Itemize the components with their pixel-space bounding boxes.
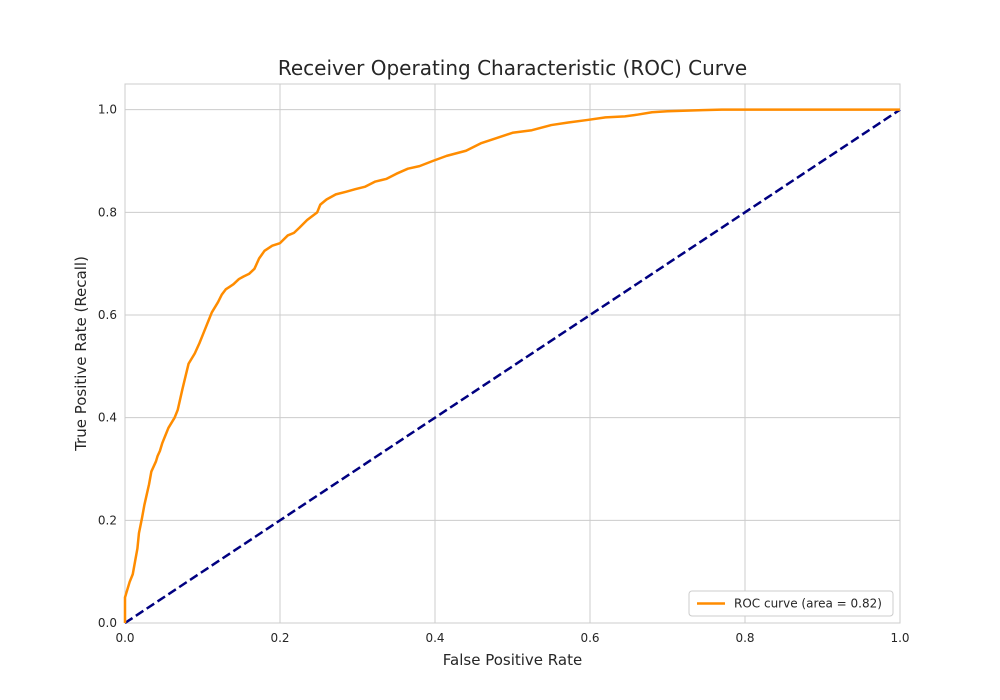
grid (124, 84, 901, 624)
y-tick-label: 0.4 (98, 411, 117, 425)
series-layer (123, 108, 901, 625)
legend: ROC curve (area = 0.82) (688, 590, 894, 617)
y-tick-label: 1.0 (98, 103, 117, 117)
y-tick-label: 0.0 (98, 616, 117, 630)
chance-diagonal-line (124, 108, 901, 625)
x-tick-label: 0.8 (735, 631, 754, 645)
legend-label: ROC curve (area = 0.82) (734, 597, 882, 611)
y-tick-label: 0.6 (98, 308, 117, 322)
x-tick-label: 0.0 (115, 631, 134, 645)
legend-box (688, 590, 894, 617)
x-tick-label: 1.0 (890, 631, 909, 645)
x-tick-label: 0.4 (425, 631, 444, 645)
roc-curve-line (123, 108, 900, 623)
y-tick-label: 0.2 (98, 513, 117, 527)
plot-area (124, 83, 901, 624)
x-axis-label: False Positive Rate (443, 651, 582, 669)
chart-title: Receiver Operating Characteristic (ROC) … (278, 56, 747, 80)
y-axis-label: True Positive Rate (Recall) (72, 256, 90, 452)
tick-labels: 0.0 0.2 0.4 0.6 0.8 1.0 0.0 0.2 0.4 0.6 0.8 1.0 (98, 103, 910, 645)
x-tick-label: 0.2 (270, 631, 289, 645)
x-tick-label: 0.6 (580, 631, 599, 645)
y-tick-label: 0.8 (98, 205, 117, 219)
